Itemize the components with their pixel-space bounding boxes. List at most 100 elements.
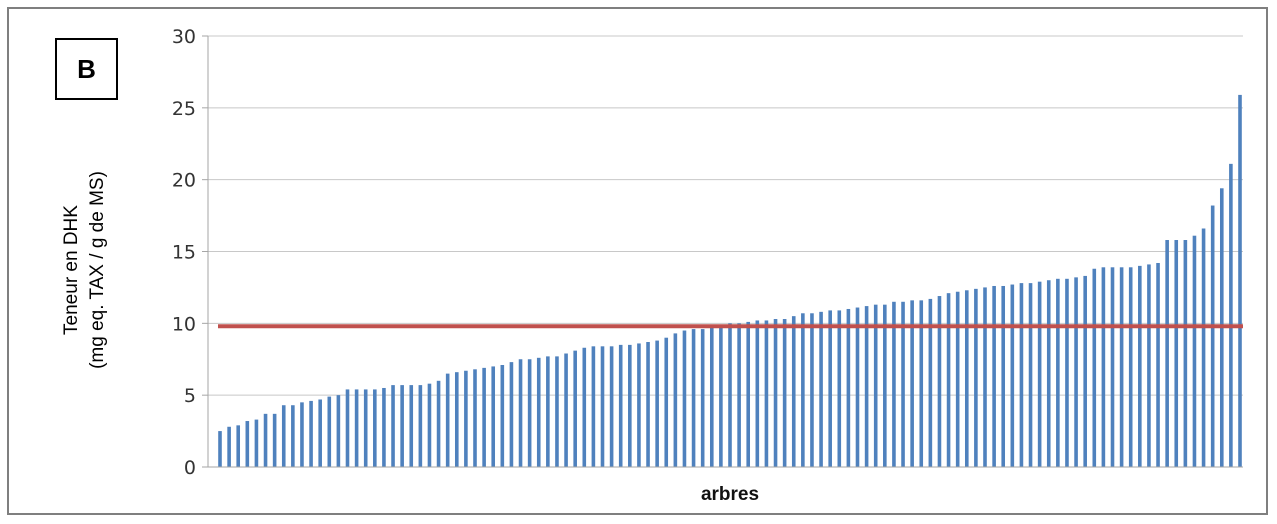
bar [309, 400, 313, 467]
y-tick-label: 25 [172, 98, 196, 120]
y-tick-label: 5 [184, 385, 196, 407]
bar [819, 311, 823, 467]
bar [391, 385, 395, 467]
bar [1128, 267, 1133, 467]
bar [272, 413, 277, 467]
bar [281, 405, 286, 467]
bar [1101, 267, 1106, 467]
y-tick-label: 15 [172, 242, 196, 264]
bar [1083, 275, 1087, 467]
bar [1001, 285, 1006, 467]
bar [300, 402, 304, 467]
bar [1019, 283, 1024, 467]
bar [837, 310, 842, 467]
panel-label-text: B [77, 53, 96, 84]
bar [773, 319, 778, 467]
bar [1110, 267, 1115, 467]
bar [1028, 283, 1033, 467]
bar [1229, 163, 1233, 468]
bar [373, 389, 377, 467]
bar [600, 346, 605, 467]
bar [983, 287, 987, 467]
bar [1037, 281, 1042, 467]
bar [746, 321, 751, 467]
bar [1138, 265, 1142, 467]
bar [291, 405, 295, 467]
bar [1065, 278, 1069, 467]
bar [318, 399, 322, 467]
y-tick-labels: 0 5 10 15 20 25 30 [172, 26, 196, 479]
bar [919, 300, 924, 467]
bar [719, 324, 723, 467]
bar [363, 389, 368, 467]
bar [436, 380, 441, 467]
y-axis-title-line-1: Teneur en DHK [61, 205, 82, 335]
bar [464, 370, 468, 467]
bar [864, 306, 869, 467]
bar [828, 310, 832, 467]
bar [846, 308, 851, 467]
bar [700, 329, 705, 467]
bar [527, 359, 532, 467]
bar [883, 304, 887, 467]
bar [673, 333, 678, 467]
bar [327, 396, 332, 467]
bar [709, 327, 714, 467]
bar [491, 366, 496, 467]
bar [1174, 240, 1179, 467]
bar [564, 353, 568, 467]
bar [418, 385, 423, 467]
bar [1119, 267, 1124, 467]
y-axis-title: Teneur en DHK (mg eq. TAX / g de MS) [61, 171, 108, 369]
bar [518, 359, 523, 467]
bar [946, 293, 951, 467]
bar [500, 365, 505, 467]
y-tick-label: 30 [172, 26, 196, 48]
y-tick-label: 20 [172, 170, 196, 192]
bar [801, 313, 805, 467]
bar [764, 320, 769, 467]
bar [218, 431, 222, 467]
bar [937, 296, 942, 467]
bar [791, 316, 796, 467]
y-tick-label: 10 [172, 313, 196, 335]
bar [964, 290, 969, 467]
bar [737, 323, 741, 467]
bar [1238, 94, 1242, 468]
bar [1201, 228, 1206, 467]
bar [682, 330, 687, 467]
bar [245, 421, 250, 467]
bar [1147, 264, 1151, 467]
bar [546, 356, 550, 467]
bar [1210, 205, 1215, 467]
bar [409, 385, 414, 467]
bar [628, 344, 632, 467]
bar [655, 340, 659, 467]
bar [1056, 278, 1060, 467]
bar [227, 426, 231, 467]
bar [582, 347, 587, 467]
panel-label: B [55, 38, 118, 100]
bar [354, 389, 359, 467]
bar [1156, 262, 1160, 467]
bar [382, 387, 386, 467]
bar [454, 372, 459, 467]
x-axis-title: arbres [701, 484, 759, 505]
bar [664, 337, 669, 467]
bar [728, 323, 732, 467]
bar [855, 307, 860, 467]
bar [755, 320, 760, 467]
bar [445, 373, 450, 467]
bar [901, 301, 905, 467]
bar [573, 350, 577, 467]
bar [345, 389, 350, 467]
bar [336, 395, 341, 467]
bar [910, 300, 914, 467]
bar [974, 288, 978, 467]
bar [609, 346, 614, 467]
bar [1165, 240, 1169, 467]
bar [1074, 277, 1078, 467]
bar [591, 346, 596, 467]
bar [782, 319, 787, 467]
